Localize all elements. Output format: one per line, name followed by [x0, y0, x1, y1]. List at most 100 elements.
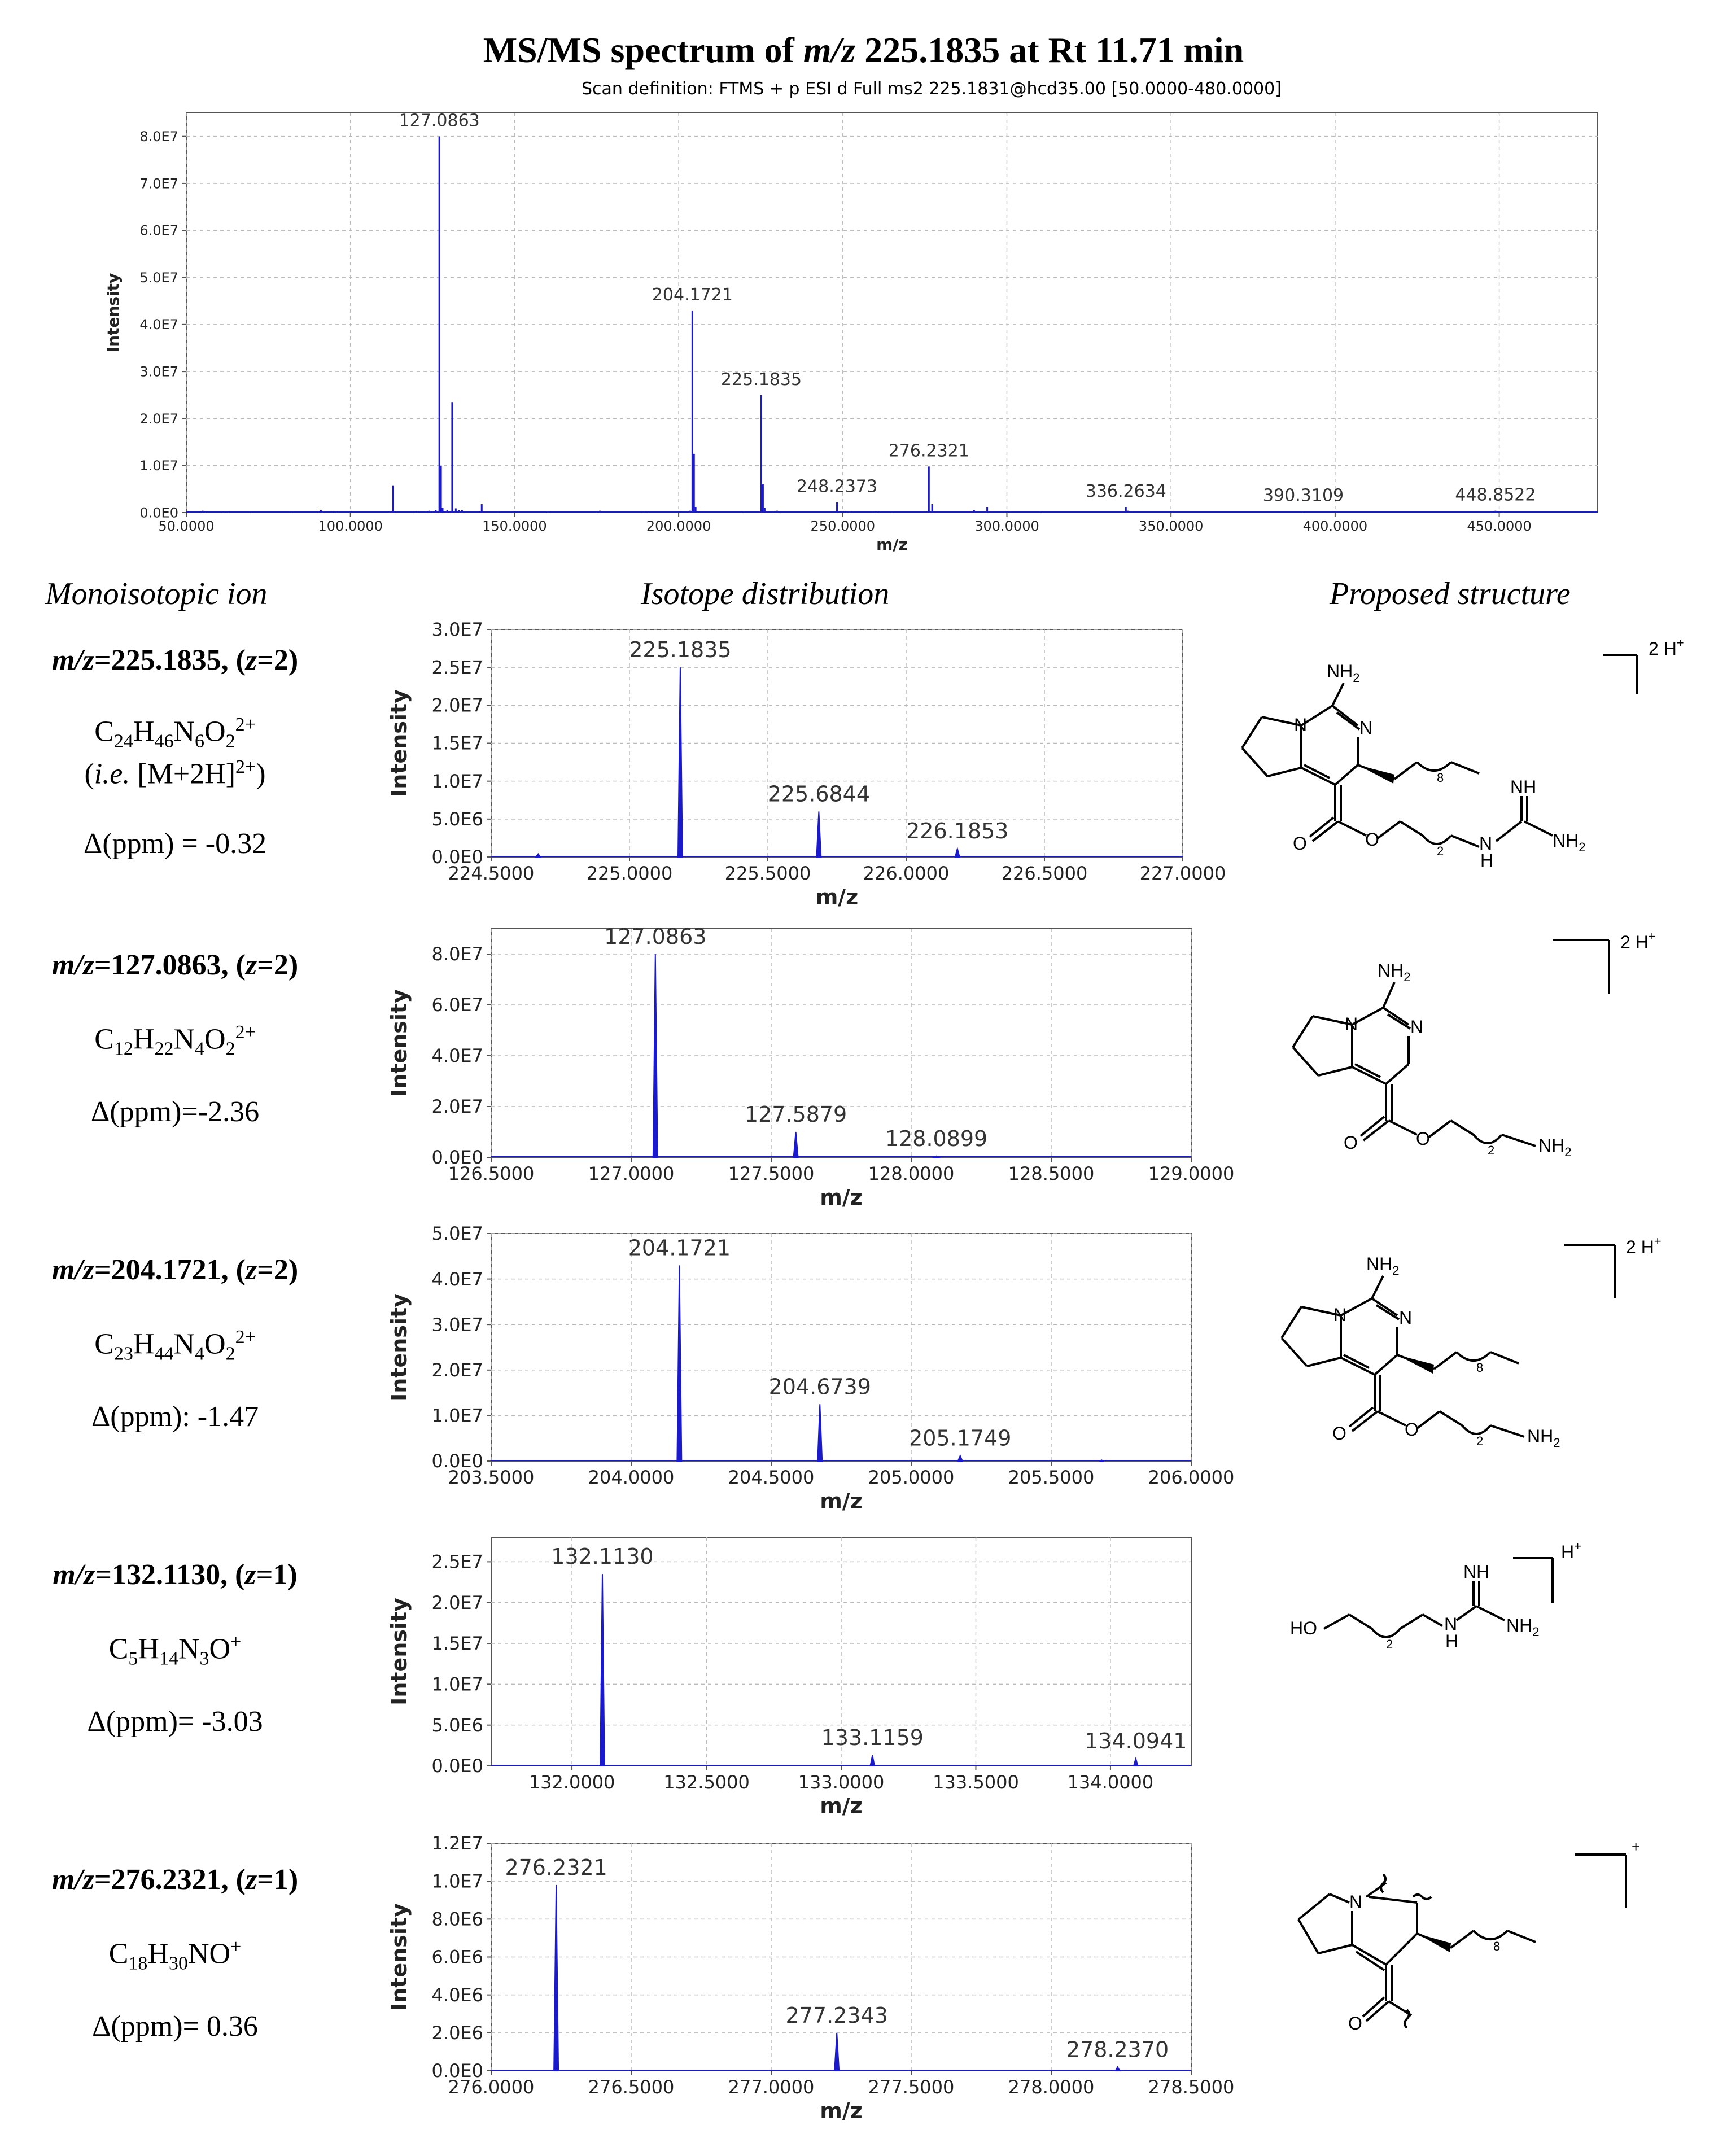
struct-label: 2: [1437, 844, 1444, 858]
header-proposed-structure: Proposed structure: [1330, 576, 1571, 611]
struct-label: N: [1410, 1017, 1423, 1037]
y-tick-label: 7.0E7: [139, 176, 178, 191]
y-tick-label: 1.0E7: [139, 458, 178, 474]
y-tick-label: 2.0E7: [432, 1359, 483, 1381]
x-tick-label: 132.0000: [529, 1772, 615, 1793]
y-tick-label: 2.0E7: [432, 695, 483, 716]
peak-label: 277.2343: [786, 2003, 888, 2028]
struct-label: NH2: [1553, 830, 1585, 854]
y-tick-label: 1.5E7: [432, 1633, 483, 1654]
y-axis-label: Intensity: [387, 1903, 412, 2011]
struct-label: N: [1349, 1892, 1362, 1912]
header-isotope-distribution: Isotope distribution: [641, 576, 890, 611]
ion-ie-note: (i.e. [M+2H]2+): [84, 756, 266, 790]
peak-label: 127.0863: [399, 111, 480, 131]
peak-label: 276.2321: [889, 441, 969, 461]
ion-mz: m/z=132.1130, (z=1): [53, 1559, 298, 1591]
x-tick-label: 277.5000: [868, 2076, 955, 2098]
x-tick-label: 225.0000: [587, 863, 673, 884]
y-axis-label: Intensity: [387, 1293, 412, 1401]
struct-label: N: [1333, 1305, 1346, 1325]
ion-ppm: Δ(ppm): -1.47: [91, 1401, 259, 1433]
ion-mz: m/z=276.2321, (z=1): [51, 1864, 299, 1896]
peak-label: 226.1853: [906, 819, 1008, 843]
y-axis-label: Intensity: [387, 1598, 412, 1705]
y-tick-label: 5.0E6: [432, 1715, 483, 1736]
peak-label: 127.5879: [745, 1102, 847, 1127]
struct-label: O: [1416, 1129, 1430, 1149]
x-tick-label: 206.0000: [1148, 1467, 1235, 1488]
peak-label: 128.0899: [885, 1126, 987, 1151]
x-tick-label: 200.0000: [646, 518, 711, 534]
struct-charge: H+: [1561, 1539, 1581, 1562]
struct-label: NH2: [1327, 661, 1359, 685]
ion-formula: C23H44N4O22+: [94, 1327, 256, 1365]
struct-charge: +: [1632, 1840, 1640, 1855]
struct-label: O: [1365, 829, 1379, 850]
x-tick-label: 134.0000: [1068, 1772, 1154, 1793]
peak-label: 127.0863: [604, 924, 706, 949]
y-tick-label: 1.0E7: [432, 1405, 483, 1427]
peak-label: 204.1721: [652, 285, 733, 305]
y-tick-label: 3.0E7: [432, 619, 483, 640]
y-axis-label: Intensity: [387, 989, 412, 1097]
ion-ppm: Δ(ppm) = -0.32: [83, 828, 267, 860]
y-tick-label: 6.0E7: [432, 994, 483, 1016]
y-axis-label: Intensity: [104, 273, 123, 353]
struct-label: NH2: [1538, 1135, 1571, 1159]
ion-formula: C5H14N3O+: [108, 1632, 242, 1669]
ion-formula: C12H22N4O22+: [94, 1022, 256, 1060]
peak-label: 133.1159: [821, 1725, 924, 1750]
ion-mz: m/z=225.1835, (z=2): [51, 644, 299, 676]
struct-label: NH: [1463, 1562, 1489, 1582]
y-axis-label: Intensity: [387, 689, 412, 797]
x-tick-label: 250.0000: [811, 518, 876, 534]
x-tick-label: 227.0000: [1140, 863, 1226, 884]
x-axis-label: m/z: [816, 885, 859, 909]
chart-1: 50.0000 100.0000 150.0000 200.0000 250.0000 3…: [104, 111, 1598, 554]
y-tick-label: 2.0E6: [432, 2022, 483, 2044]
struct-label: 2: [1386, 1637, 1393, 1651]
peak-label: 276.2321: [505, 1855, 607, 1880]
x-axis-label: m/z: [820, 1794, 863, 1818]
ion-mz: m/z=127.0863, (z=2): [51, 949, 299, 981]
header-monoisotopic-ion: Monoisotopic ion: [45, 576, 268, 611]
x-tick-label: 203.5000: [448, 1467, 535, 1488]
peak-label: 225.1835: [721, 370, 802, 390]
peak-label: 248.2373: [797, 477, 877, 497]
x-tick-label: 132.5000: [663, 1772, 750, 1793]
y-tick-label: 2.5E7: [432, 1551, 483, 1573]
structure-1: NH2 N N O O 2 8 N H NH NH2 2 H+: [1241, 636, 1684, 871]
y-tick-label: 2.0E7: [139, 411, 178, 427]
peak-label: 134.0941: [1085, 1729, 1187, 1753]
y-tick-label: 2.0E7: [432, 1592, 483, 1613]
structure-3: NH2 N N O O 2 8 NH2 2 H+: [1280, 1236, 1662, 1450]
x-tick-label: 225.5000: [725, 863, 811, 884]
chart-6: 276.0000 276.5000 277.0000 277.5000 278.0000…: [387, 1833, 1234, 2123]
y-tick-label: 8.0E7: [139, 129, 178, 145]
struct-label: NH: [1510, 777, 1536, 797]
peak-label: 205.1749: [909, 1425, 1011, 1450]
x-tick-label: 129.0000: [1148, 1163, 1235, 1184]
x-tick-label: 205.5000: [1008, 1467, 1095, 1488]
x-tick-label: 128.0000: [868, 1163, 955, 1184]
y-tick-label: 5.0E6: [432, 808, 483, 830]
y-tick-label: 0.0E0: [432, 1450, 483, 1472]
y-tick-label: 1.2E7: [432, 1833, 483, 1854]
y-tick-label: 3.0E7: [139, 364, 178, 380]
structure-4: HO 2 N H NH NH2 H+: [1290, 1539, 1581, 1651]
peak-label: 225.1835: [629, 637, 731, 662]
x-tick-label: 226.0000: [863, 863, 950, 884]
x-tick-label: 350.0000: [1139, 518, 1204, 534]
y-tick-label: 1.0E7: [432, 1674, 483, 1695]
struct-label: N: [1444, 1614, 1457, 1634]
x-axis-label: m/z: [820, 1185, 863, 1210]
x-tick-label: 127.0000: [588, 1163, 675, 1184]
ion-formula: C18H30NO+: [108, 1936, 242, 1974]
y-tick-label: 6.0E7: [139, 223, 178, 239]
peak-label: 336.2634: [1086, 482, 1166, 501]
x-tick-label: 277.0000: [728, 2076, 815, 2098]
struct-label: O: [1348, 2013, 1362, 2033]
plot-frame: [491, 1233, 1192, 1462]
struct-label: NH2: [1378, 960, 1410, 984]
